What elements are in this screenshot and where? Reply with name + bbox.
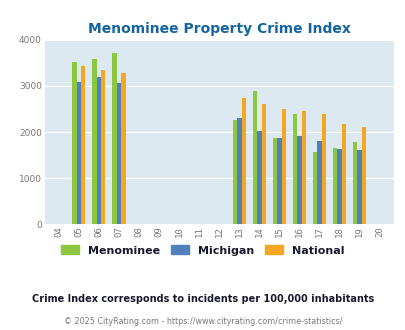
Bar bbox=[357, 150, 361, 224]
Bar bbox=[256, 131, 261, 224]
Bar bbox=[341, 124, 345, 224]
Bar bbox=[252, 91, 256, 224]
Bar bbox=[92, 58, 96, 224]
Bar bbox=[332, 148, 337, 224]
Bar bbox=[116, 83, 121, 224]
Bar bbox=[241, 98, 245, 224]
Bar bbox=[321, 114, 325, 224]
Bar bbox=[292, 115, 296, 224]
Bar bbox=[296, 136, 301, 224]
Bar bbox=[96, 77, 101, 224]
Bar bbox=[281, 109, 286, 224]
Bar bbox=[337, 148, 341, 224]
Bar bbox=[72, 62, 77, 224]
Bar bbox=[261, 104, 265, 224]
Bar bbox=[312, 152, 317, 224]
Text: © 2025 CityRating.com - https://www.cityrating.com/crime-statistics/: © 2025 CityRating.com - https://www.city… bbox=[64, 317, 341, 326]
Bar bbox=[112, 53, 116, 224]
Bar bbox=[121, 73, 125, 224]
Bar bbox=[237, 118, 241, 224]
Bar bbox=[317, 141, 321, 224]
Legend: Menominee, Michigan, National: Menominee, Michigan, National bbox=[57, 241, 348, 260]
Bar bbox=[77, 82, 81, 224]
Bar bbox=[272, 139, 277, 224]
Bar bbox=[81, 66, 85, 224]
Bar bbox=[101, 70, 105, 224]
Bar bbox=[301, 111, 305, 224]
Bar bbox=[352, 142, 357, 224]
Text: Crime Index corresponds to incidents per 100,000 inhabitants: Crime Index corresponds to incidents per… bbox=[32, 294, 373, 304]
Bar bbox=[361, 127, 365, 224]
Bar bbox=[277, 138, 281, 224]
Title: Menominee Property Crime Index: Menominee Property Crime Index bbox=[87, 22, 350, 36]
Bar bbox=[232, 120, 237, 224]
